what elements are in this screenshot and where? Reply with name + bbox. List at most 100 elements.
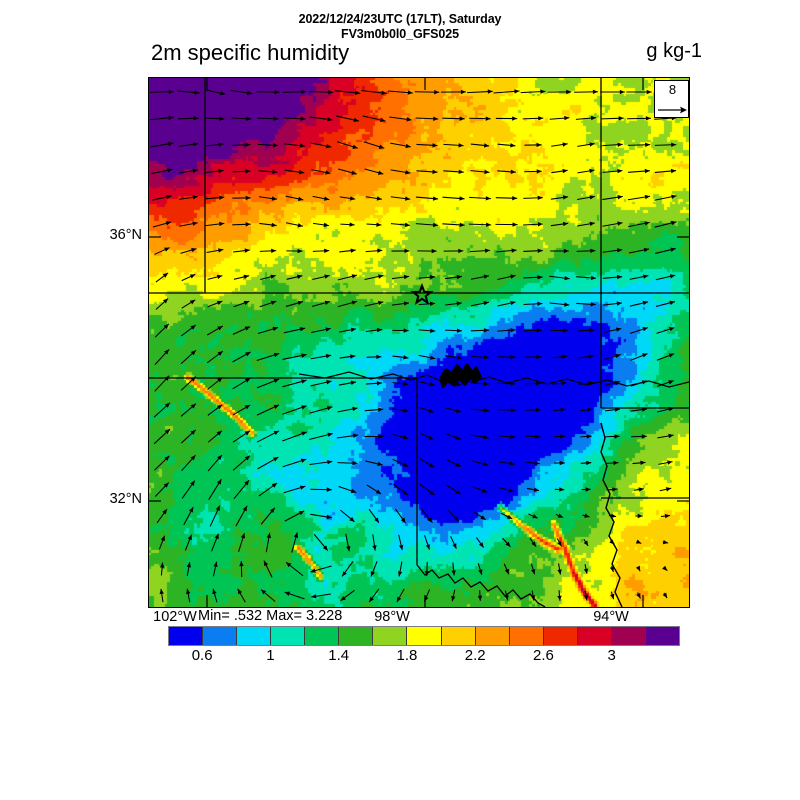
wind-vector-arrow (178, 168, 199, 174)
wind-vector-arrow (257, 326, 279, 335)
wind-vector-arrow (549, 115, 570, 121)
wind-vector-arrow (345, 533, 351, 552)
wind-vector-arrow (180, 376, 197, 391)
wind-vector-arrow (497, 169, 516, 174)
wind-vector-arrow (256, 89, 280, 95)
wind-vector-arrow (556, 538, 563, 547)
wind-vector-arrow (656, 353, 675, 361)
colorbar-swatch[interactable] (407, 627, 442, 645)
colorbar-swatch[interactable] (577, 627, 612, 645)
wind-vector-arrow (467, 89, 493, 94)
wind-vector-arrow (445, 458, 462, 468)
wind-vector-arrow (550, 328, 569, 333)
wind-vector-arrow (418, 275, 436, 280)
wind-vector-arrow (578, 354, 594, 359)
wind-vector-arrow (181, 454, 196, 472)
wind-vector-arrow (153, 428, 171, 445)
colorbar-swatch[interactable] (203, 627, 238, 645)
wind-vector-arrow (470, 408, 490, 413)
colorbar-swatches[interactable] (168, 626, 680, 646)
wind-vector-arrow (628, 221, 650, 228)
colorbar-container[interactable]: 0.6 1 1.4 1.8 2.2 2.6 3 (168, 626, 680, 664)
wind-vector-arrow (392, 328, 409, 333)
wind-vector-arrow (313, 534, 329, 551)
colorbar-swatch[interactable] (237, 627, 272, 645)
wind-vector-arrow (365, 196, 383, 201)
colorbar-swatch[interactable] (645, 627, 679, 645)
wind-vector-arrow (419, 483, 435, 496)
colorbar-swatch[interactable] (441, 627, 476, 645)
wind-vector-arrow (416, 143, 438, 148)
colorbar-swatch[interactable] (611, 627, 646, 645)
wind-vector-arrow (285, 222, 304, 228)
wind-vector-arrow (603, 301, 622, 306)
colorbar-swatch[interactable] (509, 627, 544, 645)
wind-vector-arrow (283, 116, 306, 121)
wind-vector-arrow (211, 533, 219, 552)
wind-vector-arrow (282, 431, 307, 442)
wind-vector-arrow (496, 248, 517, 253)
wind-vector-arrow (238, 532, 246, 553)
wind-vector-arrow (154, 455, 170, 471)
wind-vector-arrow (286, 274, 303, 280)
wind-vector-arrow (520, 89, 546, 94)
wind-vector-arrow (336, 433, 359, 439)
wind-vector-arrow (575, 115, 597, 121)
colorbar-tick: 1.4 (328, 647, 350, 664)
wind-vector-arrow (524, 169, 542, 174)
chart-header: 2022/12/24/23UTC (17LT), Saturday FV3m0b… (0, 0, 800, 76)
wind-vector-arrow (522, 116, 544, 121)
wind-vector-arrow (158, 535, 166, 550)
wind-vector-arrow (525, 434, 541, 439)
colorbar-swatch[interactable] (543, 627, 578, 645)
wind-vector-arrow (392, 381, 409, 387)
valid-datetime-label: 2022/12/24/23UTC (17LT), Saturday (298, 12, 502, 26)
wind-vector-arrow (550, 248, 569, 254)
wind-vector-arrow (309, 459, 333, 466)
wind-vector-arrow (232, 377, 251, 390)
colorbar-swatch[interactable] (373, 627, 408, 645)
wind-vector-arrow (469, 116, 491, 121)
wind-vector-arrow (310, 487, 332, 492)
wind-vector-arrow (312, 274, 330, 281)
wind-vector-arrow (444, 328, 463, 333)
wind-vector-arrow (285, 300, 304, 307)
wind-vector-arrow (445, 407, 462, 413)
wind-vector-arrow (500, 512, 513, 520)
wind-vector-arrow (237, 588, 246, 603)
lon-tick-label: 102°W (153, 609, 197, 625)
colorbar-swatch[interactable] (271, 627, 306, 645)
wind-vector-arrow (628, 168, 650, 174)
wind-vector-arrow (390, 169, 411, 175)
wind-vector-arrow (231, 116, 252, 121)
wind-vector-arrow (259, 222, 277, 228)
wind-vector-arrow (577, 328, 595, 333)
wind-vector-arrow (583, 538, 589, 547)
colorbar-swatch[interactable] (339, 627, 374, 645)
wind-vector-arrow (547, 89, 572, 95)
colorbar-swatch[interactable] (169, 627, 204, 645)
wind-vector-arrow (557, 563, 562, 575)
wind-vector-arrow (441, 89, 466, 95)
map-plot-area[interactable]: 8 (148, 77, 690, 608)
wind-vector-arrow (283, 485, 306, 494)
wind-key-magnitude-label: 8 (668, 82, 677, 97)
colorbar-tick: 1.8 (396, 647, 418, 664)
colorbar-tick-labels: 0.6 1 1.4 1.8 2.2 2.6 3 (168, 647, 680, 669)
wind-vector-arrow (151, 168, 173, 175)
wind-vector-arrow (310, 565, 332, 573)
wind-vector-arrow (256, 378, 280, 389)
wind-vector-arrow (285, 195, 304, 202)
colorbar-swatch[interactable] (305, 627, 340, 645)
wind-vector-arrow (662, 592, 668, 599)
wind-vector-arrow (232, 455, 251, 471)
wind-vector-arrow (576, 248, 596, 254)
colorbar-swatch[interactable] (475, 627, 510, 645)
wind-vector-arrow (156, 508, 168, 524)
wind-vector-arrow (257, 456, 279, 470)
wind-vector-arrow (471, 381, 489, 386)
wind-vector-arrow (365, 248, 383, 253)
wind-vector-arrow (155, 298, 169, 310)
wind-vector-arrow (471, 301, 489, 307)
wind-vector-arrow (205, 221, 225, 227)
